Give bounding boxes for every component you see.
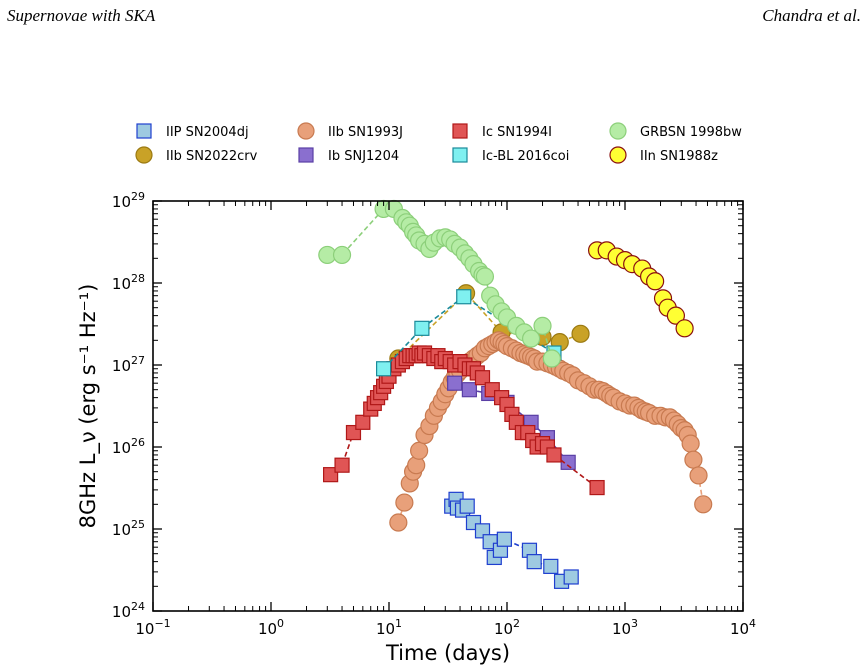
data-point [646, 272, 665, 291]
data-point [526, 554, 542, 570]
legend-label: IIb SN2022crv [166, 149, 258, 164]
data-point [542, 349, 561, 368]
legend-label: GRBSN 1998bw [640, 125, 742, 140]
y-tick-label: 1026 [112, 436, 145, 457]
series-0 [444, 491, 579, 589]
data-point [496, 531, 512, 547]
legend-marker [298, 147, 314, 163]
x-tick-label: 10−1 [135, 617, 170, 638]
data-point [589, 479, 605, 496]
y-tick-label: 1029 [112, 190, 145, 211]
plot-frame [152, 200, 744, 612]
data-point [521, 329, 541, 348]
series-6 [318, 199, 561, 368]
legend-marker [136, 123, 152, 139]
legend-label: Ib SNJ1204 [328, 149, 399, 164]
legend-label: IIn SN1988z [640, 149, 718, 164]
data-point [684, 450, 703, 469]
data-point [543, 558, 559, 574]
legend-label: IIb SN1993J [328, 125, 403, 140]
data-point [459, 498, 475, 514]
data-point [323, 467, 339, 483]
legend-item: Ib SNJ1204 [298, 147, 399, 164]
data-point [376, 361, 392, 377]
data-point [456, 289, 472, 305]
data-point [675, 319, 694, 338]
data-point [355, 414, 371, 430]
x-tick-label: 103 [612, 617, 638, 638]
x-tick-label: 104 [730, 617, 756, 638]
data-point [694, 495, 713, 514]
y-tick-label: 1027 [112, 354, 145, 375]
data-point [563, 569, 579, 585]
legend-marker [452, 123, 468, 139]
legend-label: Ic-BL 2016coi [482, 149, 569, 164]
series-2 [389, 331, 713, 532]
series-layer [318, 199, 713, 589]
legend-item: Ic-BL 2016coi [452, 147, 569, 164]
legend-marker [297, 122, 315, 140]
data-point [681, 434, 700, 453]
chart-legend: IIP SN2004dj IIb SN2022crv IIb SN1993J Ib S… [135, 122, 742, 164]
data-point [666, 306, 686, 325]
axis-ticks: 10−1 100 101 102 103 104 1024 1025 1026 1027 1028 1… [112, 190, 756, 638]
legend-item: IIn SN1988z [609, 146, 718, 164]
legend-item: Ic SN1994I [452, 123, 552, 140]
data-point [475, 267, 495, 286]
legend-label: IIP SN2004dj [166, 125, 249, 140]
data-point [533, 316, 552, 335]
x-axis-label: Time (days) [385, 641, 510, 665]
y-tick-label: 1024 [112, 600, 145, 621]
legend-item: GRBSN 1998bw [609, 122, 742, 140]
data-point [474, 370, 491, 386]
y-tick-label: 1025 [112, 518, 145, 539]
x-tick-label: 101 [376, 617, 402, 638]
y-axis-label: 8GHz L_ν (erg s⁻¹ Hz⁻¹) [76, 284, 101, 529]
legend-marker [135, 146, 153, 164]
series-7 [587, 241, 694, 338]
legend-item: IIb SN2022crv [135, 146, 258, 164]
header-authors: Chandra et al. [762, 6, 861, 25]
header-running-title: Supernovae with SKA [7, 6, 156, 25]
data-point [332, 245, 352, 265]
data-point [546, 447, 562, 463]
legend-marker [609, 146, 627, 164]
series-4 [323, 345, 605, 496]
data-point [461, 382, 477, 398]
data-point [410, 441, 429, 460]
x-tick-label: 102 [494, 617, 520, 638]
data-point [395, 493, 414, 512]
data-point [689, 466, 708, 485]
data-point [447, 375, 463, 391]
data-point [334, 457, 350, 473]
data-point [571, 324, 590, 343]
data-point [389, 513, 408, 532]
data-point [414, 320, 430, 336]
legend-marker [609, 122, 627, 140]
y-tick-label: 1028 [112, 272, 145, 293]
x-tick-label: 100 [258, 617, 284, 638]
legend-label: Ic SN1994I [482, 125, 552, 140]
legend-item: IIP SN2004dj [136, 123, 249, 140]
legend-item: IIb SN1993J [297, 122, 403, 140]
legend-marker [452, 147, 468, 163]
